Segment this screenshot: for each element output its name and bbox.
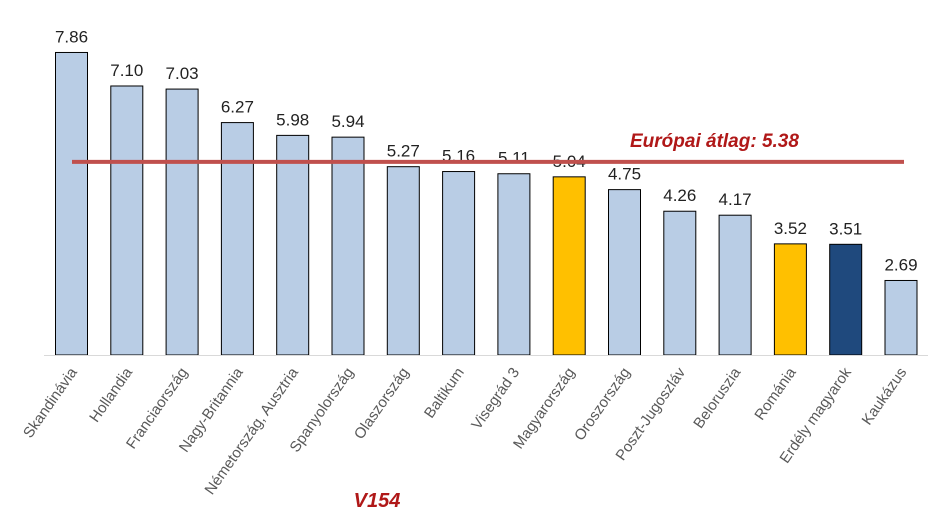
bar xyxy=(442,171,476,356)
european-average-label: Európai átlag: 5.38 xyxy=(630,131,799,152)
bar xyxy=(663,210,697,356)
data-label: 5.11 xyxy=(498,149,530,168)
bar xyxy=(220,122,254,356)
bar xyxy=(497,173,531,356)
variable-code-label: V154 xyxy=(354,490,401,512)
category-tick-label: Visegrád 3 xyxy=(468,365,523,433)
category-tick-label: Olaszország xyxy=(351,365,413,443)
bar xyxy=(552,176,586,356)
bar xyxy=(718,214,752,356)
category-tick-label: Románia xyxy=(751,364,800,423)
data-label: 3.52 xyxy=(774,219,807,238)
data-label: 4.17 xyxy=(719,190,752,209)
category-tick-label: Oroszország xyxy=(571,365,634,444)
data-label: 5.94 xyxy=(331,112,364,131)
data-label: 5.27 xyxy=(387,142,420,161)
data-label: 2.69 xyxy=(884,255,917,274)
category-tick-label: Baltikum xyxy=(421,365,468,422)
bar xyxy=(110,85,144,356)
data-label: 7.03 xyxy=(166,64,199,83)
bar xyxy=(55,51,88,356)
data-label: 4.26 xyxy=(663,186,696,205)
category-tick-label: Kaukázus xyxy=(859,365,911,429)
bar xyxy=(608,189,641,356)
data-label: 5.98 xyxy=(276,110,309,129)
category-tick-label: Beloruszia xyxy=(690,364,744,432)
data-label: 7.10 xyxy=(110,61,143,80)
bar xyxy=(165,88,199,356)
data-label: 4.75 xyxy=(608,165,641,184)
bar xyxy=(331,136,365,356)
data-label: 3.51 xyxy=(829,219,862,238)
bar xyxy=(386,166,420,356)
bar xyxy=(884,279,918,356)
bar xyxy=(829,243,863,356)
bar xyxy=(773,243,807,356)
category-tick-label: Skandinávia xyxy=(20,364,81,441)
category-tick-label: Németország, Ausztria xyxy=(201,364,302,498)
data-label: 7.86 xyxy=(55,27,88,46)
category-tick-label: Hollandia xyxy=(86,364,136,426)
data-label: 6.27 xyxy=(221,98,254,117)
bar xyxy=(276,134,310,356)
